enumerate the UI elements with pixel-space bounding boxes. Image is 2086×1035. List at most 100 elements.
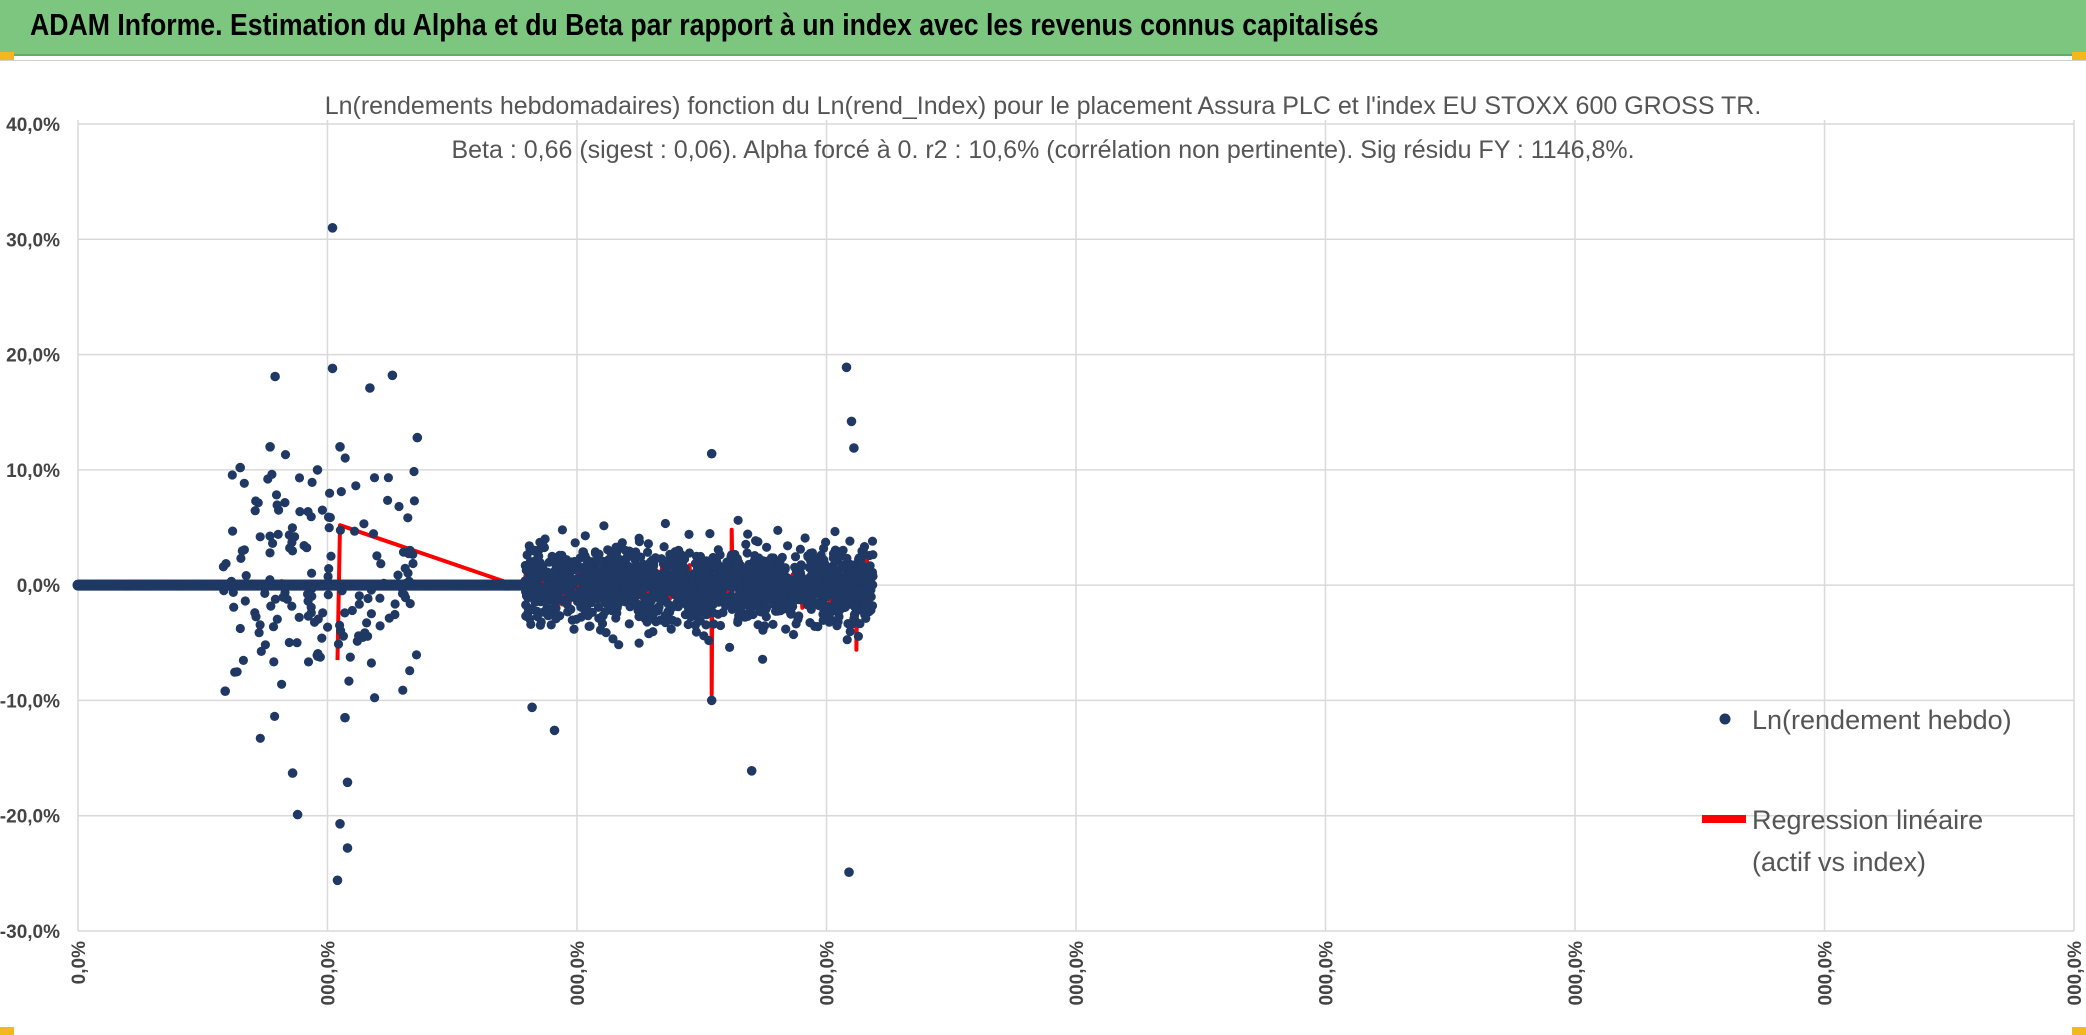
data-point-outlier bbox=[849, 443, 859, 453]
data-point bbox=[835, 605, 845, 615]
data-point bbox=[351, 481, 361, 491]
data-point bbox=[307, 477, 317, 487]
data-point bbox=[535, 620, 546, 630]
data-point-outlier bbox=[527, 702, 537, 713]
data-point bbox=[746, 571, 756, 581]
data-point bbox=[648, 555, 658, 565]
data-point bbox=[670, 590, 680, 600]
data-point bbox=[599, 521, 609, 531]
data-point-outlier bbox=[335, 442, 345, 452]
data-point bbox=[229, 602, 239, 612]
data-point bbox=[850, 602, 860, 612]
data-point bbox=[681, 588, 692, 599]
data-point bbox=[643, 562, 653, 573]
data-point bbox=[684, 529, 694, 540]
data-point bbox=[256, 646, 266, 657]
data-point-outlier bbox=[292, 809, 303, 820]
data-point bbox=[268, 622, 279, 632]
data-point bbox=[359, 519, 369, 529]
x-tick-label: 000,0% bbox=[319, 941, 340, 1006]
data-point bbox=[611, 542, 621, 552]
data-point bbox=[668, 550, 678, 560]
data-point-outlier bbox=[844, 867, 854, 877]
data-point bbox=[684, 548, 695, 558]
data-point bbox=[403, 513, 413, 523]
data-point bbox=[546, 620, 556, 630]
data-point bbox=[390, 599, 400, 609]
selection-handle[interactable] bbox=[0, 1027, 14, 1035]
selection-handle[interactable] bbox=[2072, 52, 2086, 60]
data-point bbox=[324, 564, 334, 574]
data-point bbox=[796, 560, 806, 570]
data-point bbox=[303, 507, 313, 517]
data-point bbox=[273, 529, 283, 540]
data-point bbox=[666, 624, 676, 634]
data-point bbox=[578, 547, 588, 557]
data-point bbox=[345, 652, 355, 662]
data-point bbox=[335, 620, 345, 631]
data-point bbox=[691, 627, 702, 637]
data-point bbox=[375, 621, 385, 631]
data-point bbox=[270, 711, 280, 722]
data-point bbox=[868, 550, 878, 560]
y-tick-label: -20,0% bbox=[0, 807, 60, 828]
data-point bbox=[842, 635, 852, 645]
data-point bbox=[639, 584, 649, 594]
y-tick-label: 10,0% bbox=[6, 461, 60, 482]
data-point bbox=[526, 619, 536, 630]
chart-area[interactable] bbox=[0, 60, 2086, 1035]
data-point bbox=[654, 602, 664, 612]
data-point bbox=[727, 604, 737, 615]
x-tick-label: 000,0% bbox=[818, 941, 839, 1006]
data-point bbox=[803, 582, 813, 592]
data-point bbox=[743, 529, 753, 539]
data-point bbox=[620, 545, 630, 555]
data-point bbox=[837, 593, 847, 603]
data-point bbox=[657, 594, 667, 604]
data-point bbox=[326, 551, 336, 561]
data-point bbox=[277, 679, 287, 689]
data-point bbox=[813, 622, 823, 632]
y-tick-label: 40,0% bbox=[6, 115, 60, 136]
data-point bbox=[678, 579, 688, 590]
data-point bbox=[770, 566, 780, 576]
chart-title-line-2: Beta : 0,66 (sigest : 0,06). Alpha forcé… bbox=[451, 136, 1634, 164]
data-point bbox=[856, 587, 866, 597]
data-point bbox=[268, 538, 278, 549]
data-point bbox=[570, 538, 580, 548]
chart-title-line-1: Ln(rendements hebdomadaires) fonction du… bbox=[325, 92, 1762, 120]
data-point bbox=[236, 553, 246, 564]
data-point bbox=[845, 536, 855, 546]
data-point bbox=[383, 495, 393, 505]
data-point-outlier bbox=[235, 462, 245, 473]
data-point bbox=[699, 557, 709, 568]
data-point bbox=[786, 599, 797, 610]
data-point-outlier bbox=[706, 695, 717, 706]
data-point bbox=[368, 529, 379, 539]
data-point-outlier bbox=[327, 363, 338, 374]
data-point-outlier bbox=[365, 383, 375, 393]
data-point bbox=[393, 570, 403, 580]
data-point bbox=[587, 607, 597, 618]
data-point bbox=[692, 601, 702, 611]
legend-label-points: Ln(rendement hebdo) bbox=[1752, 705, 2012, 735]
selection-handle[interactable] bbox=[0, 52, 14, 60]
data-point bbox=[781, 572, 792, 582]
data-point-outlier bbox=[265, 442, 275, 452]
data-point bbox=[748, 609, 758, 620]
data-point bbox=[370, 693, 380, 703]
data-point bbox=[816, 550, 826, 560]
data-point bbox=[640, 572, 650, 582]
data-point bbox=[254, 628, 264, 638]
data-point bbox=[789, 582, 800, 592]
data-point bbox=[238, 655, 248, 666]
data-point bbox=[733, 571, 743, 581]
x-tick-label: 000,0% bbox=[1816, 941, 1837, 1006]
selection-handle[interactable] bbox=[2072, 1027, 2086, 1035]
data-point bbox=[813, 588, 823, 598]
data-point bbox=[354, 599, 364, 609]
data-point bbox=[805, 618, 815, 628]
data-point-outlier bbox=[412, 432, 423, 443]
data-point bbox=[362, 618, 372, 628]
data-point bbox=[821, 576, 831, 586]
